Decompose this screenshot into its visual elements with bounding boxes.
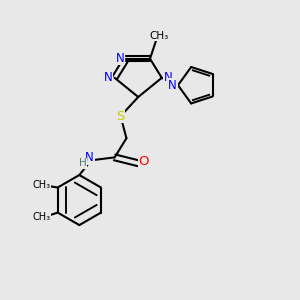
Text: N: N (104, 71, 112, 84)
Text: N: N (116, 52, 124, 64)
Text: S: S (116, 110, 125, 123)
Text: CH₃: CH₃ (32, 212, 50, 222)
Text: CH₃: CH₃ (32, 180, 50, 190)
Text: O: O (138, 155, 149, 168)
Text: N: N (168, 79, 177, 92)
Text: N: N (85, 152, 94, 164)
Text: CH₃: CH₃ (149, 31, 169, 41)
Text: N: N (164, 71, 172, 84)
Text: H: H (79, 158, 87, 168)
